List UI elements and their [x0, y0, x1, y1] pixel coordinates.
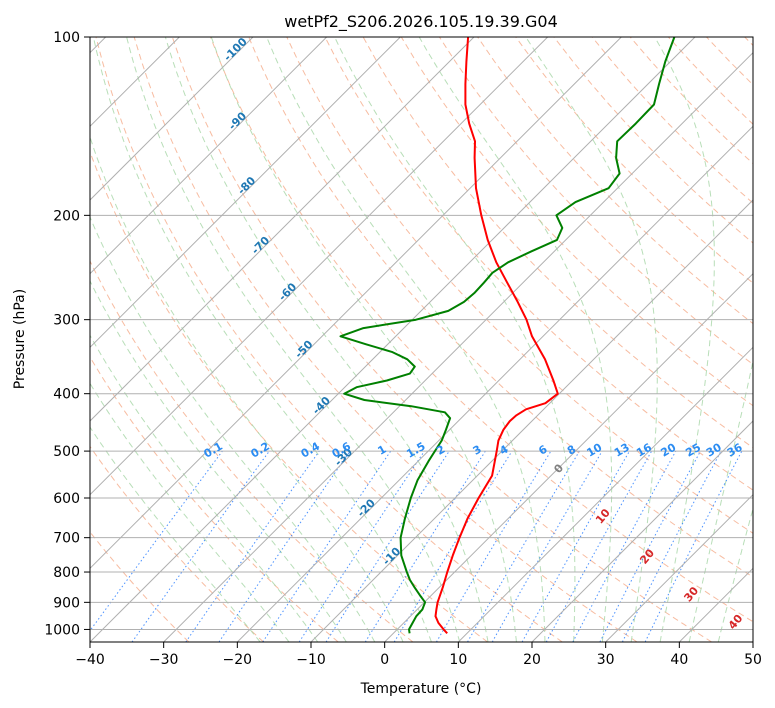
x-tick-label: 20 [523, 652, 541, 668]
x-tick-label: −20 [223, 652, 253, 668]
dry-adiabat [324, 37, 753, 491]
mixing-ratio-line [185, 450, 320, 642]
isotherm [90, 37, 401, 349]
moist-adiabat [334, 37, 576, 642]
isotherm [457, 346, 753, 642]
moist-adiabat [90, 382, 290, 642]
dry-adiabat [210, 37, 753, 623]
isotherm [531, 420, 753, 642]
mixing-ratio-line [521, 450, 630, 642]
moist-adiabat [90, 334, 319, 642]
x-tick-label: 10 [449, 652, 467, 668]
dry-adiabat [90, 445, 264, 642]
y-axis-title: Pressure (hPa) [12, 289, 28, 389]
dry-adiabat [90, 259, 414, 642]
moist-adiabat [92, 37, 432, 642]
isotherm [90, 37, 696, 642]
x-tick-label: 40 [670, 652, 688, 668]
isotherm [163, 51, 753, 642]
dry-adiabat [90, 356, 339, 642]
isotherm [310, 199, 753, 642]
mixing-ratio-line [393, 450, 513, 642]
dry-adiabat [248, 37, 753, 578]
dewpoint-line [339, 37, 676, 634]
y-tick-label: 900 [53, 595, 80, 611]
dry-adiabat [95, 37, 563, 642]
y-tick-label: 200 [53, 208, 80, 224]
mixing-ratio-line [325, 450, 450, 642]
x-tick-label: −10 [296, 652, 326, 668]
moist-adiabat [266, 37, 546, 642]
x-tick-label: 50 [744, 652, 762, 668]
mixing-ratio-line [298, 450, 425, 642]
plot-frame [89, 36, 754, 643]
moist-adiabat [164, 37, 489, 642]
mixing-ratio-line [218, 450, 351, 642]
y-tick-label: 100 [53, 30, 80, 46]
isotherm [236, 125, 753, 642]
x-tick-label: −30 [149, 652, 179, 668]
moist-adiabat [525, 37, 658, 642]
moist-adiabat [688, 358, 753, 642]
x-tick-label: 0 [380, 652, 389, 668]
moist-adiabat [210, 37, 517, 642]
axes: −40 −30 −20 −10 0 10 20 30 40 50 1000 900 800 700 600 5… [44, 30, 762, 668]
isotherm [605, 493, 753, 642]
moist-adiabat [418, 37, 613, 642]
moist-adiabat [90, 135, 404, 642]
x-axis-title: Temperature (°C) [360, 681, 482, 697]
moist-adiabat [126, 37, 461, 642]
isotherm [90, 37, 549, 496]
mixing-ratio-line [572, 450, 677, 642]
profile-lines [339, 37, 676, 634]
y-tick-label: 400 [53, 387, 80, 403]
mixing-ratio-line [644, 450, 743, 642]
y-tick-label: 800 [53, 565, 80, 581]
isotherm [90, 37, 254, 201]
y-tick-label: 500 [53, 444, 80, 460]
x-tick-label: 30 [597, 652, 615, 668]
isotherm [90, 37, 475, 422]
moist-adiabat [90, 215, 376, 642]
mixing-ratio-line [131, 450, 270, 642]
mixing-ratio-line [90, 450, 223, 632]
dry-adiabat [286, 37, 753, 534]
chart-title: wetPf2_S206.2026.105.19.39.G04 [284, 12, 558, 32]
moist-adiabat [717, 506, 753, 642]
y-tick-label: 700 [53, 531, 80, 547]
mixing-ratio-line [545, 450, 653, 642]
temperature-line [434, 37, 559, 634]
isotherm [90, 37, 622, 570]
dry-adiabat [515, 37, 753, 284]
isotherm [384, 272, 753, 642]
y-tick-label: 300 [53, 313, 80, 329]
isotherm [90, 37, 328, 275]
moist-adiabat [654, 37, 715, 642]
moist-adiabat [90, 426, 261, 642]
dry-adiabat [171, 37, 712, 642]
grid [90, 37, 753, 642]
x-tick-label: −40 [75, 652, 105, 668]
y-tick-label: 600 [53, 491, 80, 507]
mixing-ratio-line [262, 450, 392, 642]
background-lines [90, 37, 753, 642]
y-tick-label: 1000 [44, 622, 80, 638]
